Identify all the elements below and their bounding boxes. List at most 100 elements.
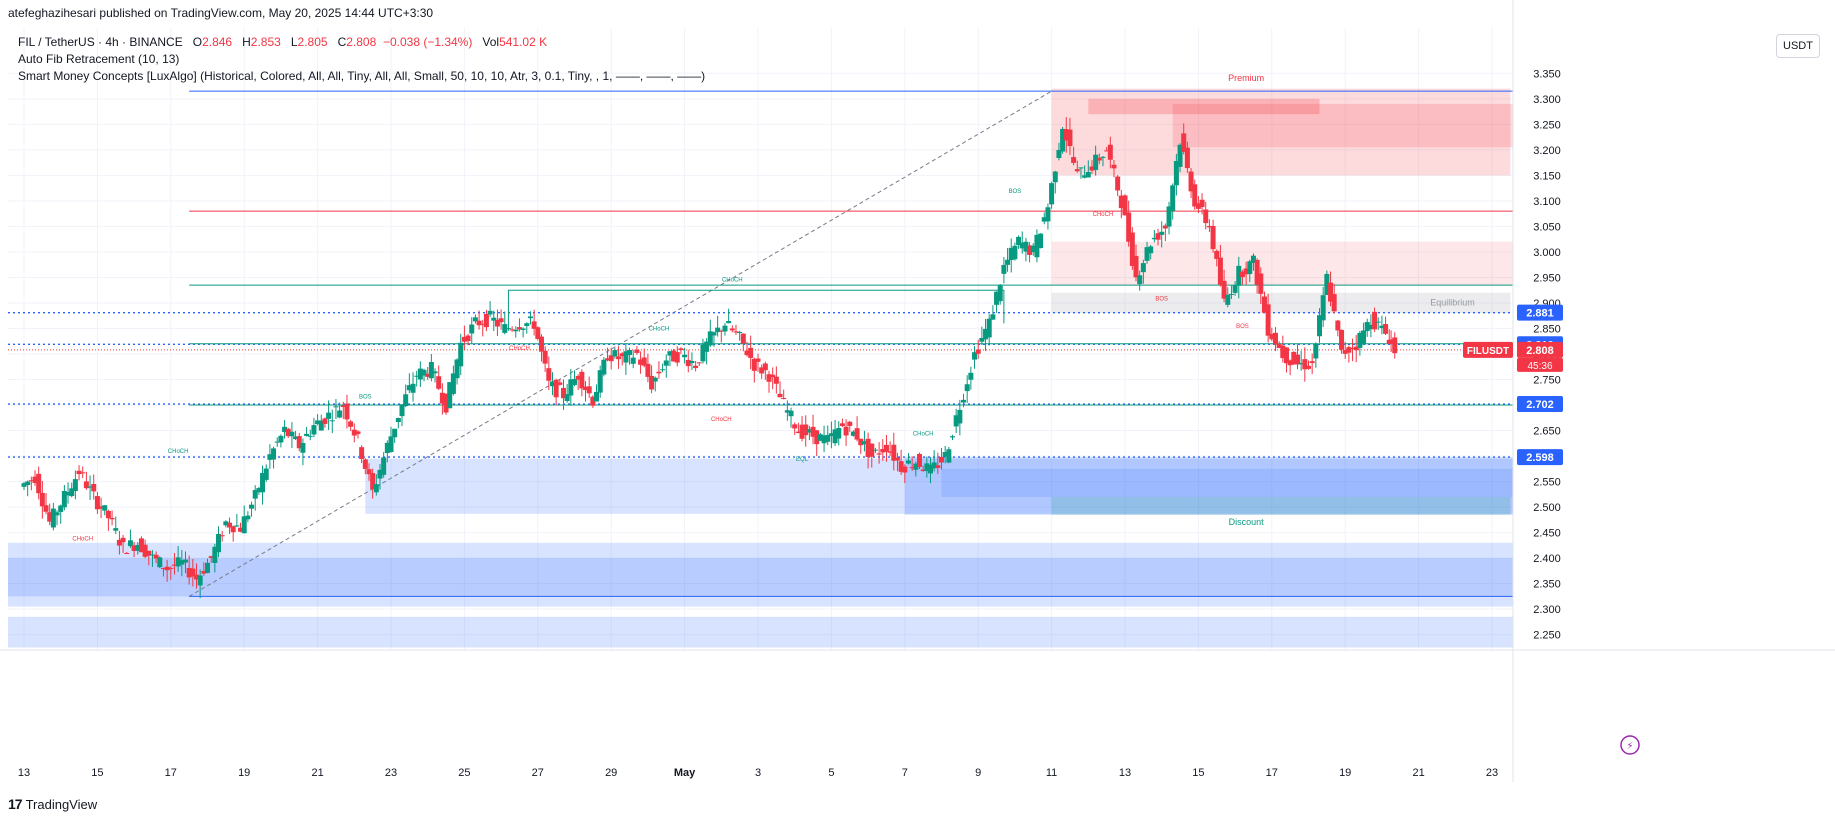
candle-body bbox=[557, 382, 563, 385]
candle-body bbox=[1104, 150, 1110, 152]
candle-body bbox=[748, 347, 754, 358]
candle-body bbox=[168, 567, 174, 569]
candle-body bbox=[483, 313, 489, 328]
zone-premium bbox=[1051, 88, 1511, 176]
smc-label: CHoCH bbox=[168, 449, 189, 455]
candle-body bbox=[109, 517, 115, 520]
time-tick-label: 23 bbox=[385, 767, 397, 779]
candle-body bbox=[568, 379, 574, 396]
candle-body bbox=[1184, 147, 1190, 169]
candle-body bbox=[737, 331, 743, 333]
candle-body bbox=[891, 444, 897, 461]
candle-body bbox=[1361, 330, 1367, 345]
price-tag-text: 2.598 bbox=[1526, 452, 1554, 464]
candle-body bbox=[645, 363, 651, 377]
candle-body bbox=[806, 429, 812, 433]
candle-body bbox=[289, 431, 295, 437]
candle-body bbox=[1353, 346, 1359, 351]
candle-body bbox=[909, 467, 915, 469]
candle-body bbox=[190, 568, 196, 577]
time-tick-label: 29 bbox=[605, 767, 617, 779]
lightning-icon[interactable] bbox=[1620, 735, 1640, 755]
candle-body bbox=[193, 574, 199, 580]
time-tick-label: 11 bbox=[1046, 767, 1057, 779]
countdown-tag bbox=[1517, 357, 1563, 372]
candle-body bbox=[1071, 157, 1077, 163]
price-tag bbox=[1517, 449, 1563, 466]
candle-body bbox=[87, 486, 93, 488]
candle-body bbox=[627, 349, 633, 356]
candle-body bbox=[913, 463, 919, 470]
smc-label: CHoCH bbox=[649, 327, 670, 333]
candle-body bbox=[865, 438, 871, 458]
candle-body bbox=[171, 564, 177, 566]
candle-body bbox=[142, 544, 148, 557]
candle-body bbox=[957, 409, 963, 424]
tradingview-logo-icon: 17 bbox=[8, 796, 23, 812]
candle-body bbox=[564, 394, 570, 402]
candle-body bbox=[1247, 261, 1253, 275]
price-tick-label: 2.350 bbox=[1533, 579, 1561, 591]
candle-body bbox=[1063, 129, 1069, 141]
candle-body bbox=[990, 314, 996, 320]
candle-body bbox=[1199, 199, 1205, 207]
time-tick-label: 5 bbox=[828, 767, 834, 779]
brand-name[interactable]: TradingView bbox=[25, 796, 98, 812]
open-value: 2.846 bbox=[202, 35, 233, 49]
zone-discount bbox=[1051, 496, 1511, 515]
candle-body bbox=[788, 410, 794, 417]
candle-body bbox=[520, 328, 526, 330]
candle-body bbox=[267, 454, 273, 460]
countdown-text: 45:36 bbox=[1527, 361, 1552, 372]
candle-body bbox=[608, 355, 614, 362]
candle-body bbox=[1049, 183, 1055, 205]
candle-body bbox=[414, 375, 420, 377]
candle-body bbox=[131, 545, 137, 551]
candle-body bbox=[72, 479, 78, 492]
candle-body bbox=[1239, 271, 1245, 278]
candle-body bbox=[516, 327, 522, 330]
close-label: C bbox=[337, 35, 347, 49]
currency-selector[interactable]: USDT bbox=[1776, 34, 1820, 58]
candle-body bbox=[1357, 332, 1363, 348]
candle-body bbox=[366, 469, 372, 475]
candle-body bbox=[406, 385, 412, 391]
candle-body bbox=[432, 371, 438, 374]
candle-body bbox=[1115, 176, 1121, 191]
candle-body bbox=[821, 435, 827, 444]
candle-body bbox=[1159, 231, 1165, 235]
candle-body bbox=[135, 545, 141, 551]
candle-body bbox=[1085, 171, 1091, 178]
vol-value: 541.02 K bbox=[499, 35, 548, 49]
candle-body bbox=[671, 350, 677, 362]
indicator-smc[interactable]: Smart Money Concepts [LuxAlgo] (Historic… bbox=[18, 69, 706, 83]
candle-body bbox=[770, 374, 776, 378]
candle-body bbox=[1272, 332, 1278, 345]
candle-body bbox=[487, 310, 493, 315]
candle-body bbox=[227, 522, 233, 528]
symbol-label[interactable]: FIL / TetherUS · 4h · BINANCE bbox=[18, 35, 183, 49]
indicator-fib[interactable]: Auto Fib Retracement (10, 13) bbox=[18, 52, 180, 66]
price-tick-label: 2.300 bbox=[1533, 604, 1561, 616]
candle-body bbox=[656, 371, 662, 374]
candle-body bbox=[678, 348, 684, 351]
candle-body bbox=[1258, 273, 1264, 294]
candle-body bbox=[1364, 322, 1370, 332]
price-tick-label: 2.950 bbox=[1533, 272, 1561, 284]
candle-body bbox=[230, 526, 236, 533]
candle-body bbox=[733, 331, 739, 333]
candle-body bbox=[1228, 293, 1234, 295]
candle-body bbox=[307, 435, 313, 437]
candle-body bbox=[458, 342, 464, 367]
candle-body bbox=[32, 476, 38, 483]
candle-body bbox=[476, 320, 482, 326]
smc-label: BOS bbox=[359, 394, 372, 400]
candle-body bbox=[726, 321, 732, 324]
candle-body bbox=[315, 420, 321, 425]
candle-body bbox=[271, 448, 277, 460]
discount-label: Discount bbox=[1229, 517, 1265, 527]
candle-body bbox=[1317, 315, 1323, 337]
candle-body bbox=[832, 429, 838, 444]
candle-body bbox=[1283, 347, 1289, 364]
